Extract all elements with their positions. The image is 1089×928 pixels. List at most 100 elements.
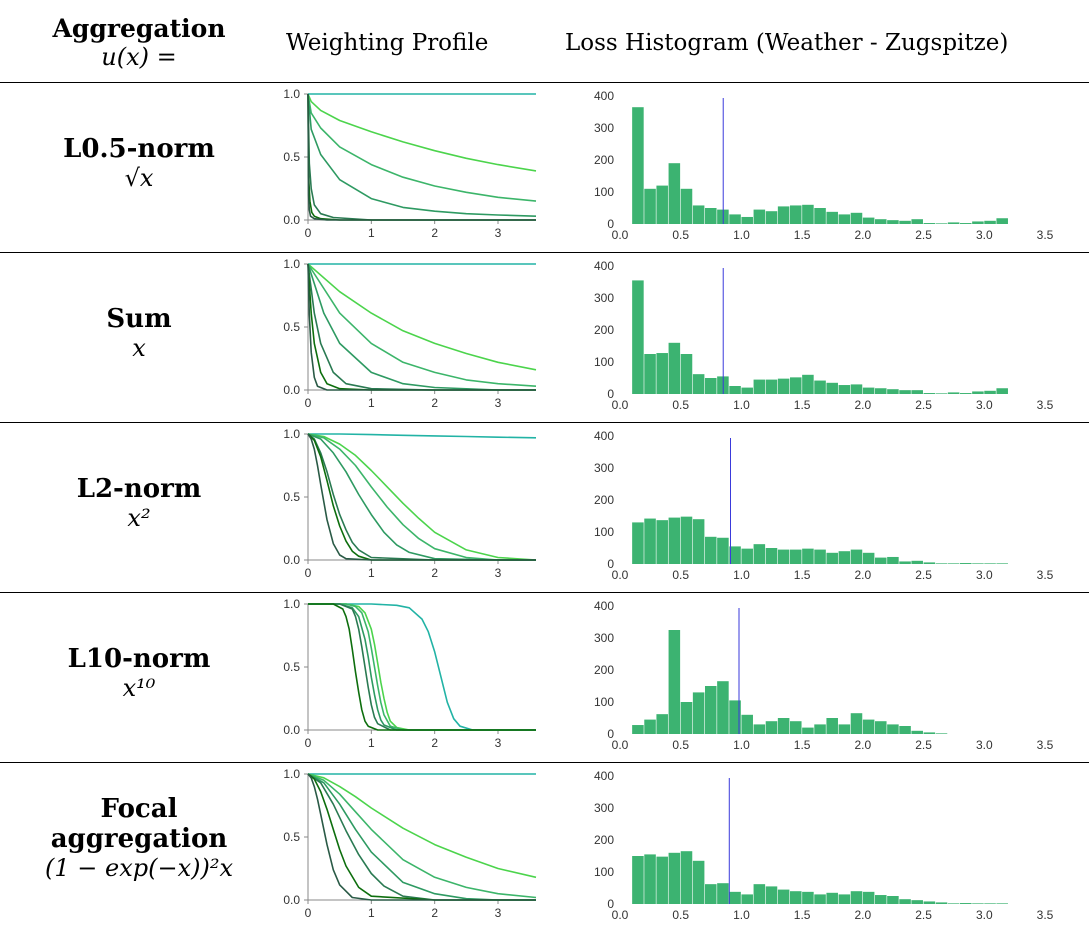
x-tick-label: 2.0 [855,568,872,582]
histogram-bar [692,519,705,564]
histogram-bar [838,214,851,224]
row-label: Sum x [0,304,278,362]
weighting-curve [307,93,537,172]
x-tick-label: 1.0 [733,568,750,582]
weighting-curve [307,433,537,561]
histogram-bar [838,894,851,904]
histogram-bar [753,884,766,904]
weighting-curve [307,263,536,391]
row-formula: x [132,334,146,362]
histogram-bar [753,544,766,564]
row-formula: x¹⁰ [122,674,156,702]
weighting-curve [307,773,537,899]
x-tick-label: 0.0 [612,738,629,752]
histogram-bar [729,700,741,734]
x-tick-label: 0 [305,396,312,410]
histogram-bar [826,552,838,564]
histogram-bar [996,563,1008,564]
histogram-bar [935,733,948,734]
histogram-bar [911,900,923,904]
histogram-bar [802,204,814,224]
row-separator [0,422,1089,423]
x-tick-label: 2.5 [915,908,932,922]
histogram-bar [911,560,923,564]
histogram-bar [765,379,778,394]
x-tick-label: 1 [368,226,375,240]
histogram-bar [656,185,668,224]
weighting-curve [308,603,536,731]
histogram-bar [850,212,863,224]
weighting-profile-chart: 0.0 0.5 1.0 0 1 2 3 [283,427,537,580]
histogram-bar [875,895,887,904]
histogram-bar [862,217,875,224]
row-name: Sum [106,304,172,334]
weighting-curve [307,433,536,561]
histogram-bar [984,220,996,224]
histogram-bar [668,163,681,224]
weighting-curve [307,93,537,202]
y-tick-label: 300 [594,801,614,815]
y-tick-label: 0 [607,557,614,571]
histogram-bar [850,891,863,904]
weighting-curve [307,263,536,391]
x-tick-label: 3.5 [1037,398,1054,412]
x-tick-label: 3 [495,736,502,750]
histogram-bar [887,389,899,394]
x-tick-label: 0.5 [672,398,689,412]
histogram-bar [692,692,705,734]
histogram-bar [972,903,984,904]
histogram-bar [972,391,984,394]
histogram-bar [850,384,863,394]
histogram-bar [802,891,814,904]
weighting-profile-chart: 0.0 0.5 1.0 0 1 2 3 [283,597,536,750]
weighting-curve [307,433,536,561]
histogram-bar [632,522,644,564]
x-tick-label: 1.5 [794,228,811,242]
histogram-bar [802,727,814,734]
weighting-curve [308,603,536,731]
x-tick-label: 3.0 [976,398,993,412]
row-separator [0,592,1089,593]
histogram-bar [935,223,948,224]
row-formula: x² [127,504,151,532]
y-tick-label: 100 [594,355,614,369]
y-tick-label: 0.5 [283,150,300,164]
histogram-bar [680,851,693,904]
histogram-bar [923,223,936,224]
weighting-curve [307,93,536,221]
histogram-bar [765,886,778,904]
weighting-curve [307,773,536,901]
histogram-bar [790,377,802,394]
weighting-profile-chart: 0.0 0.5 1.0 0 1 2 3 [283,87,537,240]
histogram-bar [790,205,802,224]
histogram-bar [644,518,656,564]
x-tick-label: 0.5 [672,568,689,582]
histogram-bar [850,713,863,734]
row-name: L0.5-norm [63,134,215,164]
weighting-curve [308,603,536,731]
x-tick-label: 1 [368,736,375,750]
weighting-curve [308,603,536,731]
x-tick-label: 1.5 [794,908,811,922]
weighting-curve [307,773,536,901]
histogram-bar [935,902,948,904]
row-formula: √x [124,164,154,192]
y-tick-label: 200 [594,833,614,847]
histogram-bar [802,548,814,564]
histogram-bar [935,393,948,394]
x-tick-label: 0.0 [612,398,629,412]
histogram-bar [692,205,705,224]
histogram-bar [814,894,826,904]
histogram-bar [632,107,644,224]
histogram-bar [947,563,960,564]
x-tick-label: 2 [431,736,438,750]
x-tick-label: 0 [305,226,312,240]
histogram-bar [972,221,984,224]
histogram-bar [705,686,717,734]
histogram-bar [644,719,656,734]
y-tick-label: 0 [607,727,614,741]
x-tick-label: 0.0 [612,908,629,922]
histogram-bar [923,901,936,904]
histogram-bar [996,388,1008,394]
histogram-bar [680,702,693,734]
